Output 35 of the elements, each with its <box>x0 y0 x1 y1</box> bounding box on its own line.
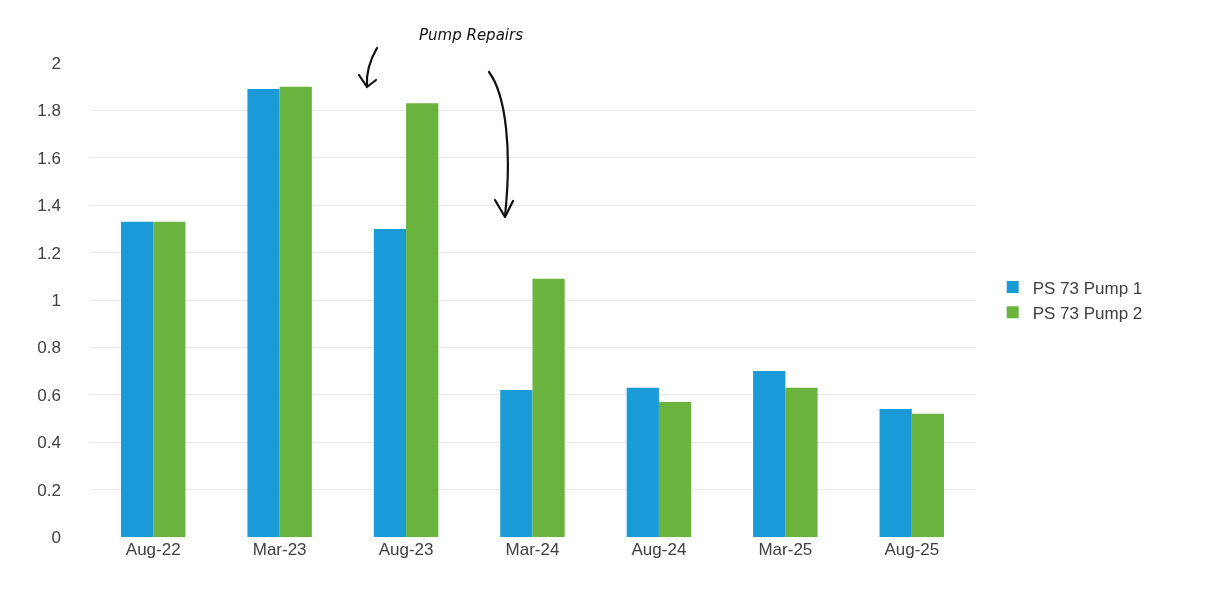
y-tick-label: 1.6 <box>37 148 61 168</box>
bar <box>247 89 280 537</box>
bar <box>911 413 945 537</box>
text: Pump Repairs <box>419 26 524 44</box>
bar <box>406 103 439 537</box>
bar <box>879 409 912 537</box>
bar <box>153 221 186 537</box>
x-tick-label: Aug-24 <box>631 540 687 559</box>
x-tick-label: Mar-23 <box>252 540 307 559</box>
x-tick-label: Aug-23 <box>378 540 434 559</box>
x-tick-label: Aug-25 <box>884 540 940 559</box>
y-tick-label: 1.8 <box>37 101 61 121</box>
y-tick-label: 0.2 <box>37 480 61 500</box>
bar <box>626 387 659 537</box>
x-tick-label: Aug-22 <box>125 540 181 559</box>
bar <box>120 221 154 537</box>
y-tick-label: 0.8 <box>37 338 61 358</box>
bar <box>500 390 533 537</box>
bar <box>658 401 692 537</box>
bar <box>532 278 565 537</box>
x-tick-label: Mar-24 <box>505 540 560 559</box>
legend-label: PS 73 Pump 1 <box>1032 278 1143 298</box>
bar <box>753 371 786 537</box>
y-tick-label: 0 <box>51 527 61 547</box>
y-tick-label: 1.2 <box>37 243 61 263</box>
bar <box>785 387 818 537</box>
bar <box>279 86 312 537</box>
bar <box>373 228 407 537</box>
legend-label: PS 73 Pump 2 <box>1032 303 1143 323</box>
y-tick-label: 1.4 <box>37 196 61 216</box>
y-tick-label: 0.4 <box>37 433 61 453</box>
y-tick-label: 2 <box>51 53 61 73</box>
y-tick-label: 0.6 <box>37 385 61 405</box>
x-tick-label: Mar-25 <box>758 540 813 559</box>
y-tick-label: 1 <box>51 290 61 310</box>
